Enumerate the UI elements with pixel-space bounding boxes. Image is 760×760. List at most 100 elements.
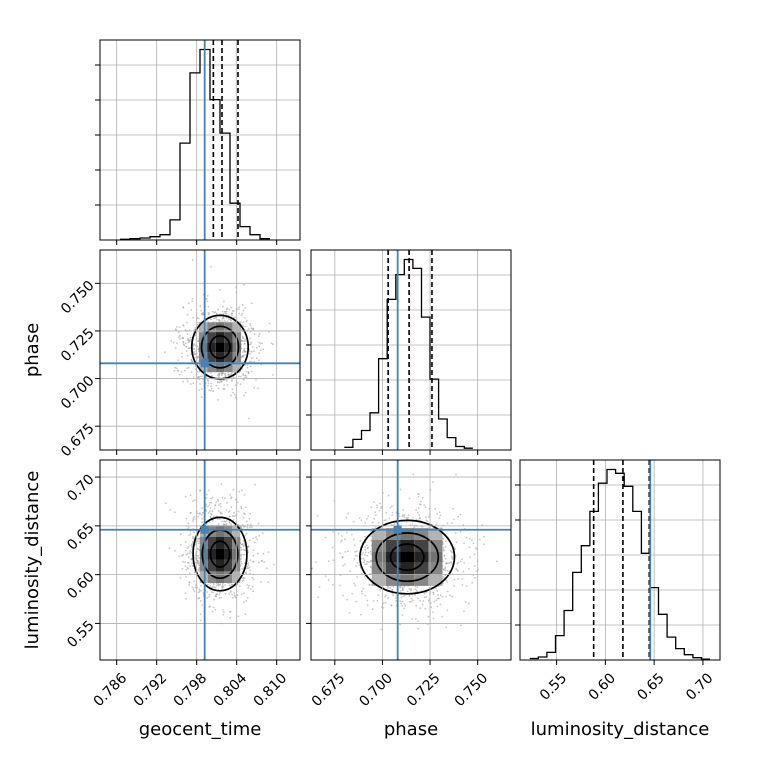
sample-point — [242, 340, 244, 342]
sample-point — [184, 342, 187, 345]
sample-point — [455, 473, 457, 476]
y-tick-label: 0.750 — [58, 278, 98, 318]
sample-point — [228, 308, 231, 311]
sample-point — [467, 602, 470, 605]
sample-point — [456, 562, 459, 565]
sample-point — [437, 585, 440, 588]
sample-point — [354, 550, 357, 553]
sample-point — [207, 505, 209, 508]
sample-point — [473, 553, 476, 556]
sample-point — [452, 507, 455, 510]
sample-point — [248, 517, 251, 520]
sample-point — [391, 589, 394, 591]
x-tick-label: 0.675 — [309, 670, 349, 710]
sample-point — [446, 581, 449, 583]
sample-point — [443, 554, 446, 557]
sample-point — [192, 382, 195, 385]
sample-point — [317, 596, 320, 598]
sample-point — [179, 334, 181, 337]
sample-point — [219, 502, 222, 505]
sample-point — [344, 538, 346, 541]
sample-point — [236, 583, 239, 586]
sample-point — [435, 523, 438, 526]
sample-point — [464, 601, 467, 603]
sample-point — [265, 567, 268, 570]
sample-point — [446, 522, 449, 525]
sample-point — [362, 552, 364, 554]
sample-point — [206, 379, 209, 381]
sample-point — [415, 509, 417, 511]
sample-point — [199, 375, 201, 378]
sample-point — [436, 590, 439, 592]
sample-point — [194, 344, 197, 347]
sample-point — [240, 526, 243, 529]
sample-point — [426, 623, 429, 626]
sample-point — [218, 373, 221, 376]
sample-point — [240, 543, 243, 546]
sample-point — [210, 385, 212, 387]
sample-point — [267, 581, 270, 584]
sample-point — [198, 590, 201, 593]
sample-point — [459, 530, 462, 533]
sample-point — [332, 531, 335, 533]
sample-point — [225, 502, 228, 504]
sample-point — [191, 360, 194, 363]
density-cell — [207, 536, 216, 549]
sample-point — [214, 316, 217, 319]
panel-frame — [519, 459, 721, 661]
sample-point — [224, 584, 227, 586]
sample-point — [432, 617, 435, 620]
sample-point — [272, 374, 274, 376]
sample-point — [399, 623, 401, 626]
sample-point — [246, 596, 249, 599]
sample-point — [230, 583, 233, 586]
sample-point — [180, 371, 183, 373]
sample-point — [364, 563, 366, 566]
sample-point — [178, 326, 181, 328]
sample-point — [212, 583, 215, 586]
sample-point — [421, 603, 424, 606]
sample-point — [178, 555, 181, 558]
sample-point — [184, 561, 187, 564]
sample-point — [179, 533, 182, 536]
sample-point — [191, 586, 194, 589]
sample-point — [213, 515, 215, 518]
sample-point — [444, 557, 447, 560]
sample-point — [210, 387, 213, 390]
sample-point — [364, 546, 367, 549]
sample-point — [242, 374, 245, 376]
sample-point — [223, 384, 226, 386]
sample-point — [207, 313, 210, 316]
sample-point — [391, 511, 394, 514]
sample-point — [374, 514, 377, 516]
sample-point — [411, 618, 413, 620]
sample-point — [208, 605, 211, 608]
sample-point — [258, 341, 260, 344]
histogram-luminosity_distance — [529, 468, 710, 660]
sample-point — [201, 604, 204, 607]
sample-point — [355, 600, 358, 603]
density-cell — [216, 571, 225, 583]
sample-point — [414, 585, 417, 588]
sample-point — [409, 524, 412, 526]
sample-point — [192, 347, 195, 350]
x-tick-label: 0.55 — [537, 670, 570, 703]
sample-point — [199, 490, 201, 492]
sample-point — [436, 512, 439, 515]
sample-point — [456, 569, 459, 572]
sample-point — [424, 506, 427, 509]
sample-point — [199, 305, 202, 308]
density-layer — [147, 259, 498, 631]
sample-point — [217, 375, 220, 378]
sample-point — [346, 598, 349, 601]
sample-point — [232, 391, 235, 394]
sample-point — [341, 556, 344, 558]
contour-line — [192, 516, 248, 592]
sample-point — [261, 342, 263, 344]
sample-point — [417, 620, 419, 623]
sample-point — [253, 360, 256, 363]
sample-point — [366, 547, 369, 550]
sample-point — [238, 312, 241, 315]
sample-point — [254, 483, 256, 486]
